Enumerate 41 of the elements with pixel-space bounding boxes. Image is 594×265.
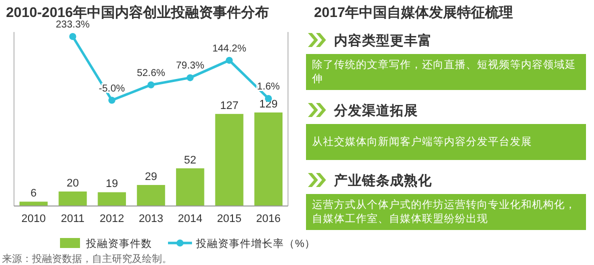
x-tick-label: 2015 <box>217 213 242 225</box>
bar <box>136 184 166 206</box>
chart-title: 2010-2016年中国内容创业投融资事件分布 <box>6 4 269 20</box>
data-label: 1.6% <box>257 81 280 92</box>
bar <box>19 202 48 206</box>
bar <box>98 192 126 206</box>
bar <box>176 168 204 206</box>
bar <box>254 112 283 206</box>
legend-label: 投融资事件数 <box>85 237 152 250</box>
text: 从社交媒体向新闻客户端等内容分发平台发展 <box>312 135 533 150</box>
legend-label: 投融资事件增长率（%） <box>195 237 316 250</box>
data-label: 29 <box>144 170 158 183</box>
data-label: 127 <box>220 100 238 112</box>
point <box>186 74 194 82</box>
data-label: 233.3% <box>56 19 90 30</box>
text: 运营方式从个体户式的作坊运营转向专业化和机构化，自媒体工作室、自媒体联盟纷纷出现 <box>312 198 577 227</box>
point <box>148 81 154 88</box>
point <box>69 32 76 40</box>
data-label: 144.2% <box>212 43 246 54</box>
text: 内容类型更丰富 <box>334 32 432 48</box>
data-label: 52 <box>184 154 196 166</box>
text: 产业链条成熟化 <box>333 172 433 188</box>
bar <box>58 192 87 206</box>
x-tick-label: 2013 <box>138 213 164 225</box>
text: 分发渠道拓展 <box>333 102 418 118</box>
x-tick-label: 2011 <box>60 213 85 225</box>
x-tick-label: 2016 <box>256 213 281 225</box>
x-tick-label: 2012 <box>100 213 124 225</box>
text: 除了传统的文章写作，还向直播、短视频等内容领域延伸 <box>312 58 577 87</box>
bar <box>215 114 244 206</box>
source-note: 来源：投融资数据，自主研究及绘制。 <box>2 253 172 265</box>
data-label: 19 <box>106 178 118 190</box>
data-label: 79.3% <box>176 60 204 72</box>
data-label: 6 <box>30 188 37 200</box>
data-label: 52.6% <box>136 68 166 79</box>
point <box>108 96 116 104</box>
text: 2017年中国自媒体发展特征梳理 <box>314 4 514 20</box>
x-tick-label: 2010 <box>21 213 46 225</box>
point <box>226 56 233 64</box>
x-tick-label: 2014 <box>178 213 202 225</box>
data-label: 20 <box>66 178 79 190</box>
